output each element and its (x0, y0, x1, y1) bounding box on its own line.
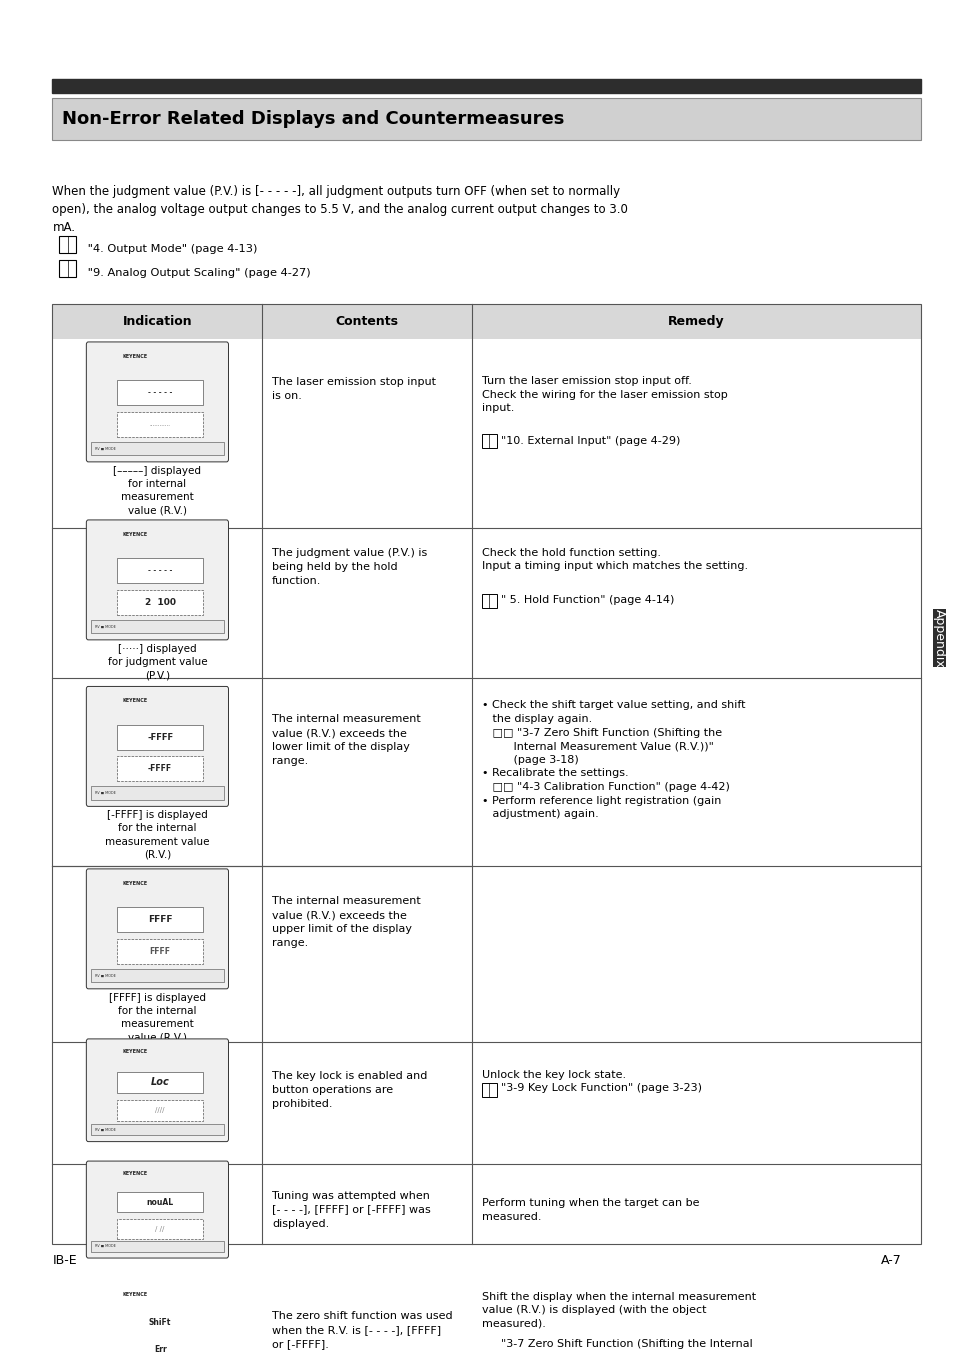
Text: • Check the shift target value setting, and shift
   the display again.
   □□ "3: • Check the shift target value setting, … (481, 700, 744, 819)
Text: FFFF: FFFF (150, 946, 171, 956)
Text: -FFFF: -FFFF (147, 733, 173, 742)
Bar (117, 380, 203, 406)
Text: Indication: Indication (123, 315, 192, 329)
Text: RV ■ MODE: RV ■ MODE (95, 1244, 115, 1248)
Text: RV ■ MODE: RV ■ MODE (95, 446, 115, 450)
Text: [FFFF] is displayed
for the internal
measurement
value (R.V.): [FFFF] is displayed for the internal mea… (109, 992, 206, 1042)
Text: KEYENCE: KEYENCE (123, 1171, 148, 1176)
Text: KEYENCE: KEYENCE (123, 880, 148, 886)
Bar (117, 1192, 203, 1213)
Text: ............: ............ (150, 422, 171, 427)
Bar (481, 434, 497, 448)
Bar (59, 237, 76, 253)
Text: Unlock the key lock state.: Unlock the key lock state. (481, 1069, 625, 1080)
Bar (91, 1124, 223, 1136)
Text: When the judgment value (P.V.) is [- - - - -], all judgment outputs turn OFF (wh: When the judgment value (P.V.) is [- - -… (52, 185, 628, 234)
Text: RV ■ MODE: RV ■ MODE (95, 625, 115, 629)
Text: - - - - -: - - - - - (148, 389, 172, 396)
Bar (91, 787, 223, 800)
Bar (117, 725, 203, 750)
Text: "4. Output Mode" (page 4-13): "4. Output Mode" (page 4-13) (84, 243, 257, 254)
Text: The internal measurement
value (R.V.) exceeds the
lower limit of the display
ran: The internal measurement value (R.V.) ex… (272, 714, 420, 767)
Text: "10. External Input" (page 4-29): "10. External Input" (page 4-29) (500, 437, 679, 446)
Text: The zero shift function was used
when the R.V. is [- - - -], [FFFF]
or [-FFFF].: The zero shift function was used when th… (272, 1311, 452, 1349)
Text: [·····] displayed
for judgment value
(P.V.): [·····] displayed for judgment value (P.… (108, 644, 207, 680)
Text: FFFF: FFFF (148, 915, 172, 925)
Bar (117, 412, 203, 437)
Bar (52, 80, 920, 93)
Text: Appendix: Appendix (932, 608, 945, 668)
Text: The internal measurement
value (R.V.) exceeds the
upper limit of the display
ran: The internal measurement value (R.V.) ex… (272, 896, 420, 949)
Bar (481, 1083, 497, 1096)
FancyBboxPatch shape (87, 1161, 229, 1259)
Text: ////: //// (155, 1107, 165, 1113)
Text: Shift the display when the internal measurement
value (R.V.) is displayed (with : Shift the display when the internal meas… (481, 1293, 755, 1328)
Bar (91, 442, 223, 456)
Text: "9. Analog Output Scaling" (page 4-27): "9. Analog Output Scaling" (page 4-27) (84, 268, 311, 279)
Bar (117, 907, 203, 933)
Text: nouAL: nouAL (147, 1198, 173, 1207)
Bar (117, 1218, 203, 1238)
Text: KEYENCE: KEYENCE (123, 1291, 148, 1297)
Bar (481, 1344, 497, 1352)
Bar (117, 1072, 203, 1094)
Bar (117, 1099, 203, 1121)
Text: Err: Err (153, 1345, 167, 1352)
Text: A-7: A-7 (880, 1255, 901, 1267)
Bar (117, 1340, 203, 1352)
FancyBboxPatch shape (87, 869, 229, 988)
FancyBboxPatch shape (87, 1038, 229, 1141)
Text: "3-7 Zero Shift Function (Shifting the Internal
      Measurement Value (R.V.))": "3-7 Zero Shift Function (Shifting the I… (500, 1338, 752, 1352)
Text: Tuning was attempted when
[- - - -], [FFFF] or [-FFFF] was
displayed.: Tuning was attempted when [- - - -], [FF… (272, 1191, 430, 1229)
Text: -FFFF: -FFFF (148, 764, 172, 773)
Text: - - - - -: - - - - - (148, 568, 172, 573)
Text: [–––––] displayed
for internal
measurement
value (R.V.): [–––––] displayed for internal measureme… (113, 465, 201, 515)
Text: KEYENCE: KEYENCE (123, 698, 148, 703)
Text: RV ■ MODE: RV ■ MODE (95, 973, 115, 977)
Bar (117, 589, 203, 615)
Text: KEYENCE: KEYENCE (123, 1049, 148, 1055)
FancyBboxPatch shape (87, 521, 229, 639)
Text: Contents: Contents (335, 315, 398, 329)
Bar (52, 304, 920, 339)
FancyBboxPatch shape (87, 1282, 229, 1352)
Text: Check the hold function setting.
Input a timing input which matches the setting.: Check the hold function setting. Input a… (481, 548, 747, 571)
Text: "3-9 Key Lock Function" (page 3-23): "3-9 Key Lock Function" (page 3-23) (500, 1083, 701, 1092)
Text: Loc: Loc (151, 1078, 170, 1087)
Text: Non-Error Related Displays and Countermeasures: Non-Error Related Displays and Counterme… (62, 111, 564, 128)
Bar (59, 261, 76, 277)
Bar (117, 756, 203, 781)
Text: " 5. Hold Function" (page 4-14): " 5. Hold Function" (page 4-14) (500, 595, 674, 606)
Bar (52, 304, 920, 1244)
Bar (52, 99, 920, 141)
Text: IB-E: IB-E (52, 1255, 77, 1267)
Text: [-FFFF] is displayed
for the internal
measurement value
(R.V.): [-FFFF] is displayed for the internal me… (105, 810, 210, 860)
Text: KEYENCE: KEYENCE (123, 531, 148, 537)
Bar (117, 558, 203, 583)
Bar (117, 938, 203, 964)
Text: Remedy: Remedy (667, 315, 724, 329)
Text: / //: / // (155, 1226, 165, 1232)
Text: The key lock is enabled and
button operations are
prohibited.: The key lock is enabled and button opera… (272, 1071, 427, 1109)
Bar (91, 968, 223, 983)
Bar (91, 1241, 223, 1252)
Text: The judgment value (P.V.) is
being held by the hold
function.: The judgment value (P.V.) is being held … (272, 548, 427, 587)
Text: Perform tuning when the target can be
measured.: Perform tuning when the target can be me… (481, 1198, 699, 1222)
Text: RV ■ MODE: RV ■ MODE (95, 791, 115, 795)
Text: The laser emission stop input
is on.: The laser emission stop input is on. (272, 377, 436, 402)
Text: RV ■ MODE: RV ■ MODE (95, 1128, 115, 1132)
Text: 2  100: 2 100 (145, 598, 175, 607)
FancyBboxPatch shape (87, 342, 229, 462)
Text: Turn the laser emission stop input off.
Check the wiring for the laser emission : Turn the laser emission stop input off. … (481, 376, 727, 412)
Text: ShiFt: ShiFt (149, 1318, 172, 1328)
Text: KEYENCE: KEYENCE (123, 354, 148, 358)
Bar (91, 619, 223, 634)
FancyBboxPatch shape (87, 687, 229, 806)
Bar (481, 594, 497, 608)
Bar (117, 1313, 203, 1333)
